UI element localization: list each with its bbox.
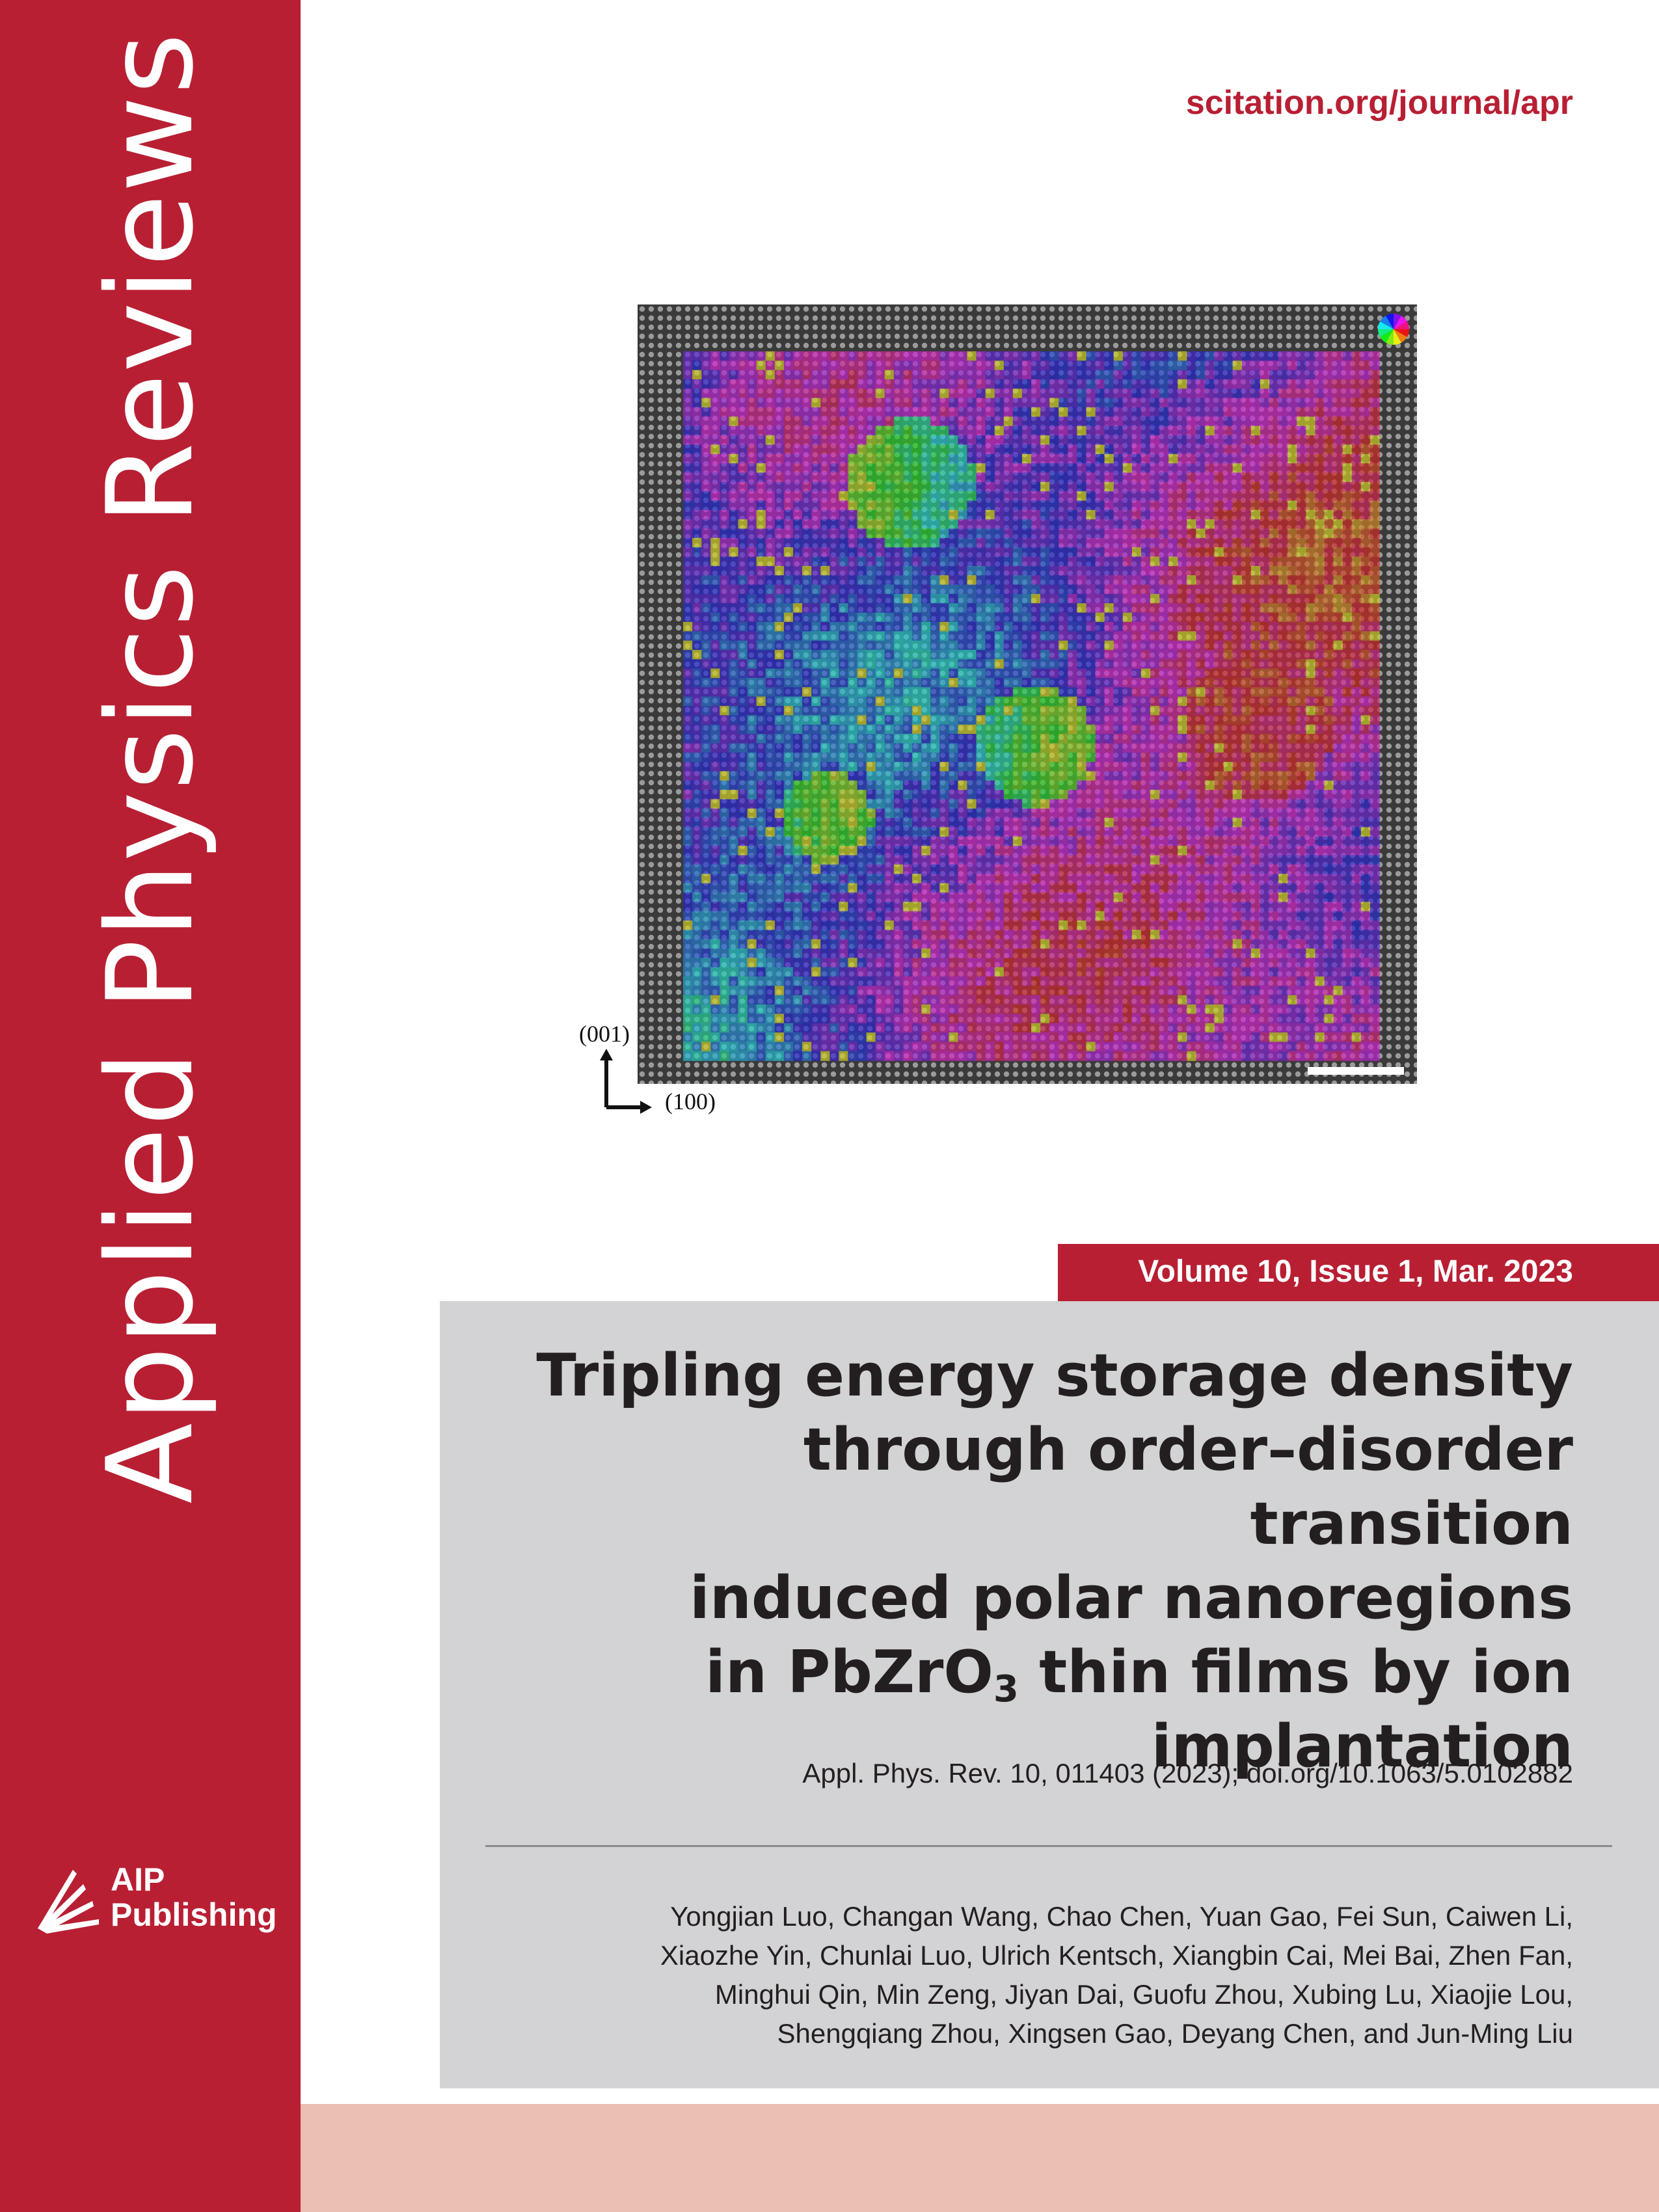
scale-bar-icon <box>1308 1067 1404 1075</box>
volume-issue: Volume 10, Issue 1, Mar. 2023 <box>1138 1254 1573 1289</box>
crystal-axis-indicator: (001) (100) <box>573 1015 729 1119</box>
author-list: Yongjian Luo, Changan Wang, Chao Chen, Y… <box>500 1897 1573 2053</box>
bottom-band <box>301 2104 1659 2212</box>
author-line: Shengqiang Zhou, Xingsen Gao, Deyang Che… <box>777 2018 1574 2049</box>
axis-label-001: (001) <box>579 1021 630 1047</box>
title-line: in PbZrO3 thin films by ion <box>467 1636 1573 1710</box>
aip-publishing-logo: AIP Publishing <box>34 1862 281 1940</box>
article-title: Tripling energy storage density through … <box>467 1339 1573 1784</box>
publisher-line-1: AIP <box>111 1861 165 1898</box>
article-citation[interactable]: Appl. Phys. Rev. 10, 011403 (2023); doi.… <box>802 1758 1573 1788</box>
volume-band <box>1058 1244 1659 1301</box>
publisher-line-2: Publishing <box>111 1896 277 1933</box>
title-line: implantation <box>1151 1712 1573 1781</box>
aip-publishing-logo-icon <box>38 1870 99 1934</box>
divider <box>485 1845 1612 1847</box>
author-line: Xiaozhe Yin, Chunlai Luo, Ulrich Kentsch… <box>660 1940 1573 1971</box>
title-line: Tripling energy storage density <box>536 1342 1573 1410</box>
color-wheel-icon <box>1378 314 1409 345</box>
author-line: Minghui Qin, Min Zeng, Jiyan Dai, Guofu … <box>714 1979 1573 2010</box>
title-formula-subscript: 3 <box>993 1668 1019 1710</box>
title-line: through order–disorder transition <box>803 1416 1573 1558</box>
journal-url[interactable]: scitation.org/journal/apr <box>1185 84 1573 122</box>
title-formula-post: thin films by ion <box>1018 1638 1573 1706</box>
article-panel <box>440 1301 1659 2088</box>
axis-arrows-icon <box>600 1049 652 1114</box>
cover-figure <box>638 304 1417 1084</box>
title-formula-pre: in PbZrO <box>705 1638 993 1706</box>
journal-sidebar: Applied Physics Reviews AIP Publishing <box>0 0 301 2212</box>
author-line: Yongjian Luo, Changan Wang, Chao Chen, Y… <box>670 1901 1573 1932</box>
journal-title: Applied Physics Reviews <box>81 31 219 1504</box>
axis-label-100: (100) <box>665 1088 716 1114</box>
title-line: induced polar nanoregions <box>690 1564 1573 1632</box>
